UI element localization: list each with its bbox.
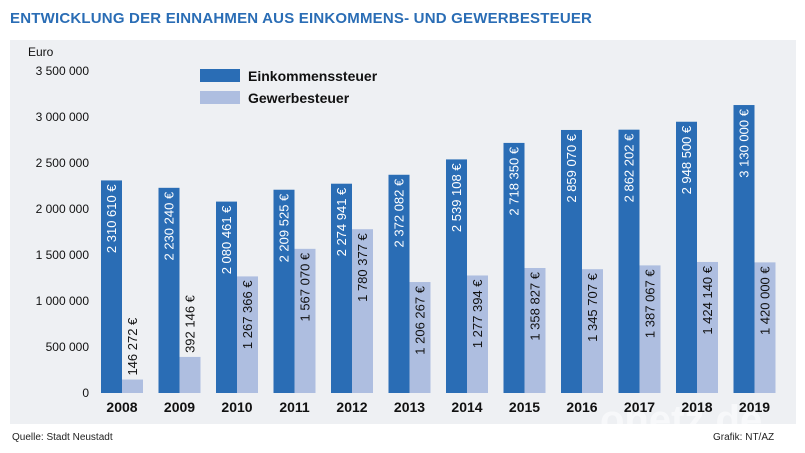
bar-gewerbesteuer-2016 xyxy=(582,269,603,393)
source-note: Quelle: Stadt Neustadt xyxy=(12,432,113,443)
bar-gewerbesteuer-2018 xyxy=(697,261,718,393)
value-label-gewerbesteuer-2016: 1 345 707 € xyxy=(585,272,600,341)
x-tick-label-2013: 2013 xyxy=(394,399,425,415)
legend-label-einkommenssteuer: Einkommenssteuer xyxy=(248,68,378,84)
legend-swatch-einkommenssteuer xyxy=(200,69,240,82)
value-label-gewerbesteuer-2012: 1 780 377 € xyxy=(355,232,370,301)
value-label-einkommenssteuer-2011: 2 209 525 € xyxy=(277,193,292,262)
value-label-einkommenssteuer-2014: 2 539 108 € xyxy=(449,163,464,232)
value-label-gewerbesteuer-2014: 1 277 394 € xyxy=(470,279,485,348)
value-label-gewerbesteuer-2008: 146 272 € xyxy=(125,317,140,376)
bar-einkommenssteuer-2010 xyxy=(216,201,237,393)
legend-label-gewerbesteuer: Gewerbesteuer xyxy=(248,90,350,106)
value-label-gewerbesteuer-2009: 392 146 € xyxy=(183,294,198,353)
bar-gewerbesteuer-2013 xyxy=(409,282,431,393)
chart-title: ENTWICKLUNG DER EINNAHMEN AUS EINKOMMENS… xyxy=(10,10,593,27)
value-label-gewerbesteuer-2019: 1 420 000 € xyxy=(758,266,773,335)
value-label-gewerbesteuer-2017: 1 387 067 € xyxy=(643,269,658,338)
value-label-einkommenssteuer-2010: 2 080 461 € xyxy=(219,205,234,274)
y-tick-label: 1 000 000 xyxy=(36,294,90,308)
bar-gewerbesteuer-2012 xyxy=(352,229,373,393)
bar-gewerbesteuer-2008 xyxy=(122,379,143,393)
legend-swatch-gewerbesteuer xyxy=(200,91,240,104)
y-tick-label: 2 500 000 xyxy=(36,156,90,170)
y-tick-label: 2 000 000 xyxy=(36,202,90,216)
value-label-einkommenssteuer-2009: 2 230 240 € xyxy=(162,191,177,260)
value-label-gewerbesteuer-2018: 1 424 140 € xyxy=(700,265,715,334)
x-tick-label-2008: 2008 xyxy=(106,399,137,415)
x-tick-label-2016: 2016 xyxy=(566,399,597,415)
bar-einkommenssteuer-2009 xyxy=(158,187,180,393)
bar-einkommenssteuer-2019 xyxy=(733,105,755,393)
value-label-gewerbesteuer-2013: 1 206 267 € xyxy=(413,285,428,354)
x-axis-ticks: 2008 2009 2010 2011 2012 2013 2014 2015 2016 2017… xyxy=(106,399,770,415)
bar-gewerbesteuer-2017 xyxy=(639,265,661,393)
bar-einkommenssteuer-2012 xyxy=(331,183,352,393)
value-label-gewerbesteuer-2011: 1 567 070 € xyxy=(298,252,313,321)
y-tick-label: 1 500 000 xyxy=(36,248,90,262)
bar-einkommenssteuer-2017 xyxy=(618,129,640,393)
y-tick-label: 3 500 000 xyxy=(36,64,90,78)
y-tick-label: 3 000 000 xyxy=(36,110,90,124)
value-label-einkommenssteuer-2012: 2 274 941 € xyxy=(334,187,349,256)
value-label-einkommenssteuer-2016: 2 859 070 € xyxy=(564,133,579,202)
x-tick-label-2012: 2012 xyxy=(336,399,367,415)
bar-gewerbesteuer-2011 xyxy=(294,248,316,393)
value-label-einkommenssteuer-2018: 2 948 500 € xyxy=(679,125,694,194)
bar-einkommenssteuer-2014 xyxy=(446,159,467,393)
x-tick-label-2014: 2014 xyxy=(451,399,482,415)
bar-gewerbesteuer-2019 xyxy=(754,262,776,393)
y-axis-ticks: 0 500 000 1 000 000 1 500 000 2 000 000 2 500… xyxy=(36,64,90,400)
legend: Einkommenssteuer Gewerbesteuer xyxy=(200,68,378,106)
x-tick-label-2010: 2010 xyxy=(221,399,252,415)
value-label-gewerbesteuer-2015: 1 358 827 € xyxy=(528,271,543,340)
graphic-credit: Grafik: NT/AZ xyxy=(713,432,775,443)
bar-einkommenssteuer-2013 xyxy=(388,174,410,393)
bar-einkommenssteuer-2011 xyxy=(273,189,295,393)
x-tick-label-2017: 2017 xyxy=(624,399,655,415)
y-axis-label: Euro xyxy=(28,45,54,59)
bar-gewerbesteuer-2015 xyxy=(524,267,546,393)
value-label-gewerbesteuer-2010: 1 267 366 € xyxy=(240,280,255,349)
value-label-einkommenssteuer-2008: 2 310 610 € xyxy=(104,184,119,253)
bar-einkommenssteuer-2018 xyxy=(676,121,697,393)
x-tick-label-2011: 2011 xyxy=(279,399,310,415)
x-tick-label-2018: 2018 xyxy=(681,399,712,415)
bar-gewerbesteuer-2009 xyxy=(179,356,201,393)
bar-einkommenssteuer-2008 xyxy=(101,180,122,393)
value-label-einkommenssteuer-2013: 2 372 082 € xyxy=(392,178,407,247)
bar-gewerbesteuer-2010 xyxy=(237,276,258,393)
y-tick-label: 500 000 xyxy=(46,340,90,354)
bar-einkommenssteuer-2016 xyxy=(561,129,582,393)
y-tick-label: 0 xyxy=(82,386,89,400)
bars: 2 310 610 € 146 272 € 2 230 240 € 392 146 €… xyxy=(101,105,776,393)
value-label-einkommenssteuer-2015: 2 718 350 € xyxy=(507,146,522,215)
x-tick-label-2009: 2009 xyxy=(164,399,195,415)
bar-einkommenssteuer-2015 xyxy=(503,142,525,393)
x-tick-label-2015: 2015 xyxy=(509,399,540,415)
value-label-einkommenssteuer-2019: 3 130 000 € xyxy=(737,108,752,177)
value-label-einkommenssteuer-2017: 2 862 202 € xyxy=(622,133,637,202)
bar-gewerbesteuer-2014 xyxy=(467,275,488,393)
x-tick-label-2019: 2019 xyxy=(739,399,770,415)
